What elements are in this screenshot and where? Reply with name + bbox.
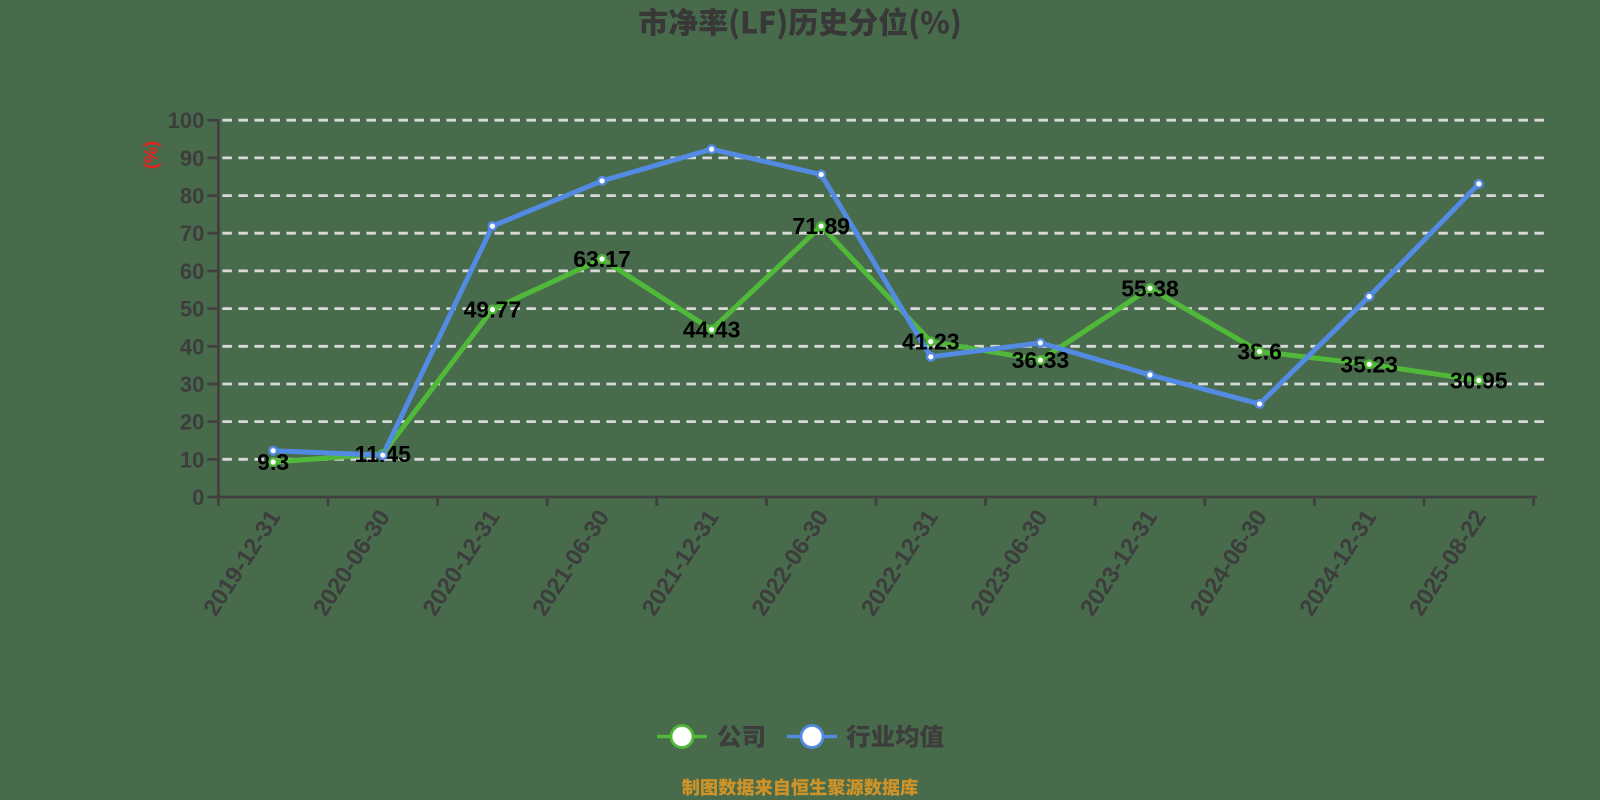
svg-text:0: 0 xyxy=(192,485,204,510)
svg-text:80: 80 xyxy=(180,184,204,209)
svg-text:20: 20 xyxy=(180,410,204,435)
svg-text:90: 90 xyxy=(180,146,204,171)
svg-text:100: 100 xyxy=(168,108,205,133)
svg-text:70: 70 xyxy=(180,221,204,246)
svg-text:(%): (%) xyxy=(141,141,161,169)
svg-text:40: 40 xyxy=(180,334,204,359)
svg-text:50: 50 xyxy=(180,297,204,322)
svg-text:30: 30 xyxy=(180,372,204,397)
svg-text:60: 60 xyxy=(180,259,204,284)
svg-text:10: 10 xyxy=(180,447,204,472)
